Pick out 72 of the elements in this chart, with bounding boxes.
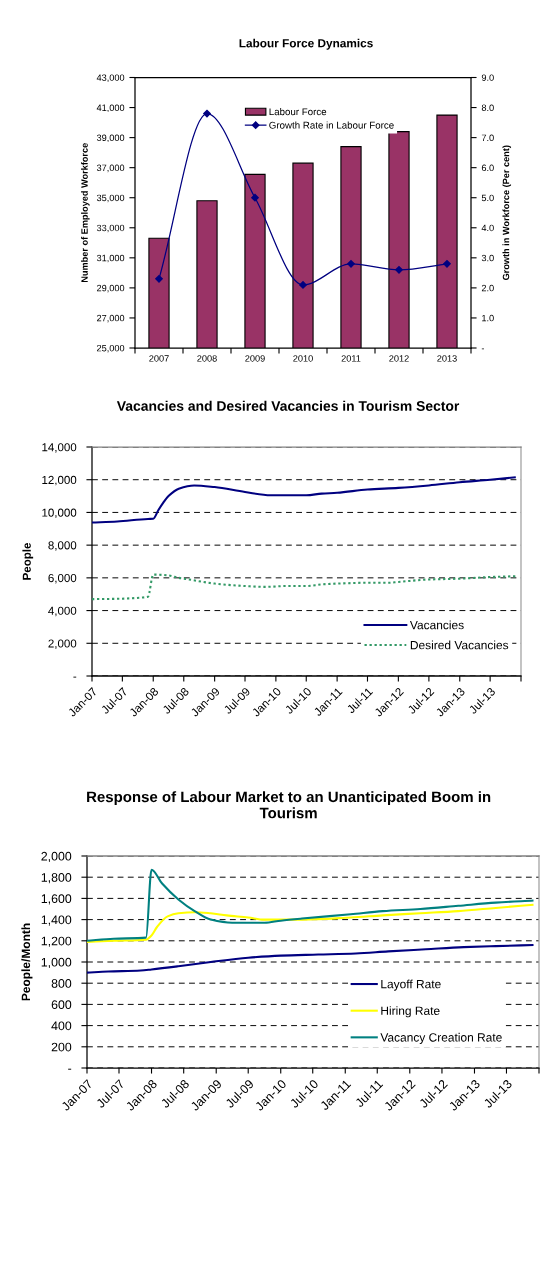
point bbox=[155, 275, 163, 283]
y2-tick-label: 2.0 bbox=[481, 284, 494, 292]
legend-label: Hiring Rate bbox=[381, 1006, 440, 1018]
x-tick-label: 2011 bbox=[341, 355, 361, 362]
y-tick-label: 1,000 bbox=[41, 957, 72, 969]
legend-label: Vacancy Creation Rate bbox=[380, 1032, 502, 1045]
line-series bbox=[92, 476, 517, 524]
x-tick-label: 2009 bbox=[245, 355, 265, 362]
y-tick-label: 1,400 bbox=[41, 915, 72, 926]
point bbox=[395, 266, 403, 274]
y-tick-label: 2,000 bbox=[41, 851, 72, 863]
y2-tick-label: 3.0 bbox=[481, 254, 494, 262]
y-tick-label: 600 bbox=[51, 1000, 72, 1009]
point bbox=[251, 193, 259, 202]
y-tick-label: 6,000 bbox=[48, 573, 77, 584]
y2-tick-label: 6.0 bbox=[481, 164, 494, 172]
y-tick-label: 27,000 bbox=[97, 314, 125, 323]
y-tick-label: 8,000 bbox=[48, 541, 77, 551]
y-tick-label: 4,000 bbox=[48, 606, 77, 617]
x-tick-label: 2007 bbox=[149, 355, 169, 362]
legend-label: Layoff Rate bbox=[381, 979, 441, 991]
line-series bbox=[87, 944, 535, 974]
point bbox=[203, 109, 211, 118]
y-tick-label: 29,000 bbox=[97, 284, 125, 293]
point bbox=[299, 281, 307, 289]
y2-tick-label: 9.0 bbox=[481, 74, 494, 81]
y-tick-label: 35,000 bbox=[96, 194, 125, 203]
y-tick-label: 1,800 bbox=[41, 873, 72, 884]
y2-tick-label: 1.0 bbox=[482, 314, 494, 322]
legend-label: Vacancies bbox=[409, 620, 464, 630]
y2-tick-label: 5.0 bbox=[481, 194, 494, 202]
y-axis-title: People bbox=[22, 542, 34, 580]
y2-tick-label: 4.0 bbox=[481, 224, 494, 232]
chart-title: Vacancies and Desired Vacancies in Tourism Sector bbox=[116, 400, 460, 411]
y-tick-label: 33,000 bbox=[96, 224, 125, 233]
point bbox=[443, 260, 451, 268]
y-tick-label: 800 bbox=[51, 979, 72, 988]
y2-axis-title: Growth in Workforce (Per cent) bbox=[502, 145, 512, 281]
y-tick-label: 400 bbox=[51, 1021, 72, 1031]
x-tick-label: 2013 bbox=[437, 355, 457, 362]
y-tick-label: 1,600 bbox=[41, 894, 72, 905]
y2-tick-label: - bbox=[481, 348, 485, 350]
line-series bbox=[92, 573, 517, 601]
y2-tick-label: 7.0 bbox=[481, 134, 494, 142]
x-tick-label: 2010 bbox=[293, 355, 313, 362]
chart-title: Labour Force Dynamics bbox=[239, 38, 373, 50]
line-series bbox=[87, 903, 535, 943]
y-tick-label: 200 bbox=[51, 1042, 72, 1052]
y-tick-label: 37,000 bbox=[96, 164, 125, 173]
line-series bbox=[87, 868, 535, 942]
y-tick-label: 1,200 bbox=[41, 936, 72, 947]
y-axis-title: Number of Employed Workforce bbox=[81, 143, 90, 283]
y-tick-label: - bbox=[68, 1068, 72, 1070]
x-tick-label: 2008 bbox=[197, 355, 217, 362]
y-tick-label: 12,000 bbox=[42, 475, 77, 486]
y-axis-title: People/Month bbox=[21, 923, 33, 1001]
y-tick-label: 41,000 bbox=[96, 104, 125, 113]
chart-title: Response of Labour Market to an Unanticipated Boom in Tourism bbox=[87, 791, 491, 819]
legend-label: Desired Vacancies bbox=[410, 640, 509, 650]
point bbox=[347, 260, 355, 268]
y-tick-label: 31,000 bbox=[96, 254, 125, 263]
legend-label: Labour Force bbox=[269, 108, 327, 116]
y-tick-label: 14,000 bbox=[42, 443, 77, 453]
y-tick-label: 10,000 bbox=[42, 508, 77, 519]
x-tick-label: 2012 bbox=[389, 355, 409, 362]
y-tick-label: 39,000 bbox=[96, 134, 125, 143]
y-tick-label: 25,000 bbox=[97, 344, 125, 353]
y-tick-label: 43,000 bbox=[96, 74, 125, 82]
y2-tick-label: 8.0 bbox=[481, 104, 494, 111]
legend-label: Growth Rate in Labour Force bbox=[269, 121, 394, 129]
y-tick-label: 2,000 bbox=[48, 639, 77, 649]
y-tick-label: - bbox=[73, 676, 77, 678]
